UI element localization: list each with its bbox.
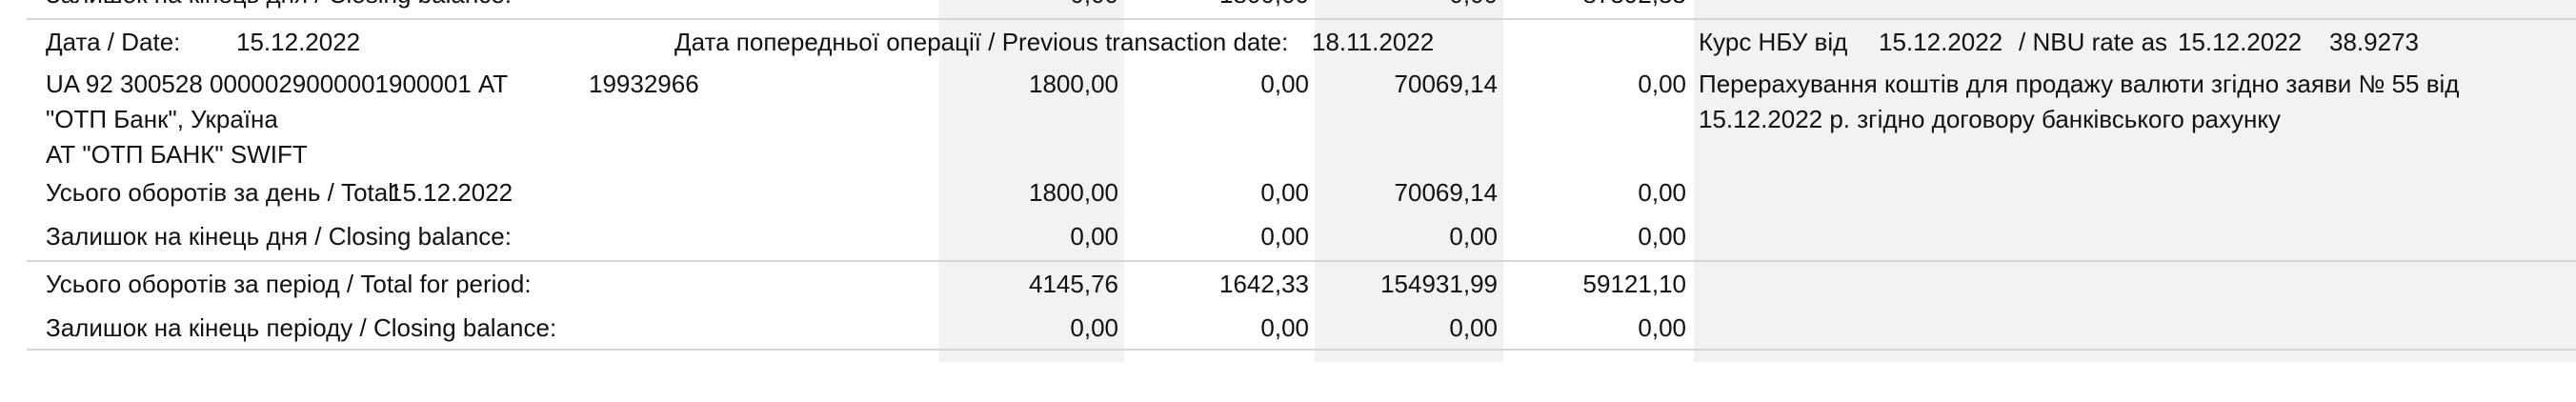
partial-closing-debit-eq: 0,00 [1449, 0, 1498, 11]
nbu-rate-value: 38.9273 [2329, 28, 2419, 56]
statement-fragment: Залишок на кінець дня / Closing balance:… [27, 0, 2576, 362]
partial-closing-credit-eq: 87592,55 [1583, 0, 1686, 11]
day-closing-credit-eq: 0,00 [1638, 222, 1686, 251]
payment-purpose-line: Перерахування коштів для продажу валюти … [1699, 70, 2460, 98]
nbu-rate-date: 15.12.2022 [1879, 28, 2003, 56]
period-closing-credit: 0,00 [1260, 313, 1309, 342]
partial-closing-debit: 0,00 [1070, 0, 1118, 11]
row-separator [27, 349, 2576, 351]
day-total-debit: 1800,00 [1029, 178, 1118, 207]
day-closing-debit-eq: 0,00 [1449, 222, 1498, 251]
transaction-credit-eq: 0,00 [1638, 70, 1686, 98]
transaction-credit: 0,00 [1260, 70, 1309, 98]
day-closing-debit: 0,00 [1070, 222, 1118, 251]
debit-column-band [938, 0, 1124, 362]
period-total-credit-eq: 59121,10 [1582, 270, 1686, 298]
counterparty-code: 19932966 [589, 70, 699, 98]
date-label: Дата / Date: [46, 28, 181, 56]
day-closing-label: Залишок на кінець дня / Closing balance: [46, 222, 512, 251]
purpose-column-band [1694, 0, 2576, 362]
nbu-rate-label-en: / NBU rate as [2019, 28, 2168, 56]
period-total-debit: 4145,76 [1029, 270, 1118, 298]
counterparty-account-line: АТ "ОТП БАНК" SWIFT [46, 140, 308, 169]
debit-equivalent-column-band [1315, 0, 1503, 362]
counterparty-account-line: "ОТП Банк", Україна [46, 105, 278, 133]
nbu-rate-date-en: 15.12.2022 [2178, 28, 2303, 56]
transaction-debit: 1800,00 [1029, 70, 1118, 98]
period-total-debit-eq: 154931,99 [1380, 270, 1498, 298]
counterparty-account-line: UA 92 300528 0000029000001900001 АТ [46, 70, 509, 98]
transaction-debit-eq: 70069,14 [1394, 70, 1498, 98]
partial-closing-credit: 1800,00 [1219, 0, 1309, 11]
period-closing-credit-eq: 0,00 [1638, 313, 1686, 342]
previous-transaction-label: Дата попередньої операції / Previous tra… [674, 28, 1289, 56]
period-closing-label: Залишок на кінець періоду / Closing bala… [46, 313, 557, 342]
period-closing-debit: 0,00 [1070, 313, 1118, 342]
period-total-credit: 1642,33 [1219, 270, 1309, 298]
period-total-label: Усього оборотів за період / Total for pe… [46, 270, 532, 298]
payment-purpose-line: 15.12.2022 р. згідно договору банківсько… [1699, 105, 2282, 133]
nbu-rate-label: Курс НБУ від [1699, 28, 1848, 56]
date-value: 15.12.2022 [236, 28, 361, 56]
partial-closing-label: Залишок на кінець дня / Closing balance: [46, 0, 512, 11]
row-separator [27, 18, 2576, 20]
day-total-credit-eq: 0,00 [1638, 178, 1686, 207]
row-separator [27, 260, 2576, 262]
period-closing-debit-eq: 0,00 [1449, 313, 1498, 342]
day-total-debit-eq: 70069,14 [1394, 178, 1498, 207]
day-closing-credit: 0,00 [1260, 222, 1309, 251]
previous-transaction-date: 18.11.2022 [1312, 28, 1435, 56]
day-total-label: Усього оборотів за день / Total: [46, 178, 401, 207]
day-total-date: 15.12.2022 [389, 178, 513, 207]
day-total-credit: 0,00 [1260, 178, 1309, 207]
